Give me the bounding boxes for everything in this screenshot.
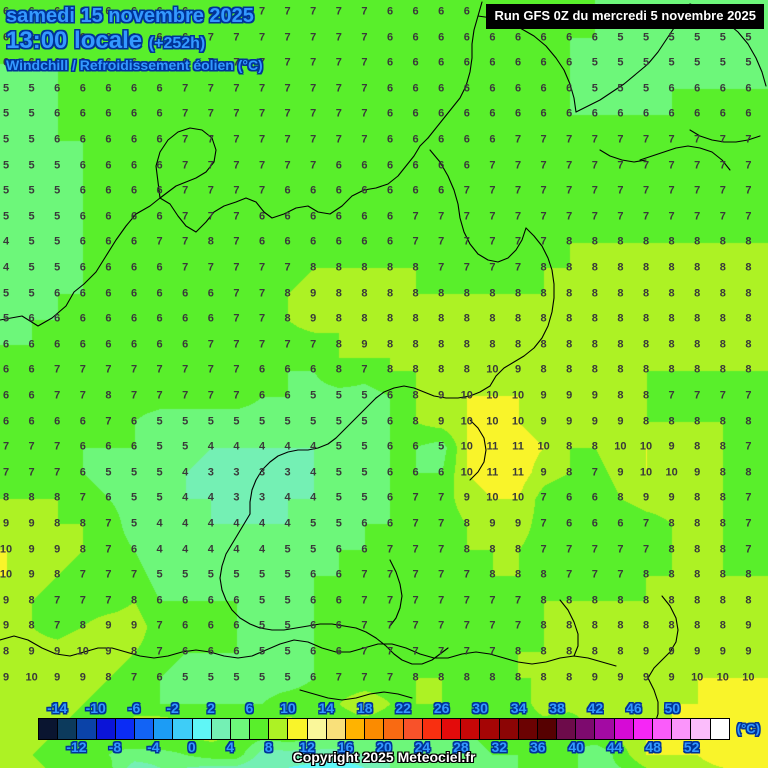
- color-swatch: [499, 719, 519, 739]
- color-swatch: [96, 719, 116, 739]
- color-swatch: [461, 719, 481, 739]
- color-swatch: [710, 719, 729, 739]
- color-swatch: [518, 719, 538, 739]
- forecast-time-value: 13:00 locale: [6, 27, 143, 54]
- color-swatch: [614, 719, 634, 739]
- color-scale-bar[interactable]: [38, 718, 730, 740]
- color-swatch: [691, 719, 711, 739]
- color-swatch: [211, 719, 231, 739]
- color-swatch: [365, 719, 385, 739]
- color-swatch: [633, 719, 653, 739]
- color-swatch: [250, 719, 270, 739]
- color-swatch: [441, 719, 462, 739]
- color-swatch: [595, 719, 615, 739]
- color-swatch: [230, 719, 251, 739]
- unit-label: (°C): [736, 721, 760, 736]
- color-swatch: [58, 719, 78, 739]
- color-swatch: [288, 719, 308, 739]
- color-swatch: [39, 719, 59, 739]
- copyright-notice: Copyright 2025 Meteociel.fr: [292, 749, 476, 765]
- color-swatch: [134, 719, 155, 739]
- color-swatch: [307, 719, 327, 739]
- color-swatch: [326, 719, 346, 739]
- color-swatch: [173, 719, 193, 739]
- color-swatch: [557, 719, 577, 739]
- color-swatch: [537, 719, 558, 739]
- forecast-time-offset: (+252h): [148, 35, 206, 52]
- forecast-time: 13:00 locale (+252h): [6, 28, 263, 53]
- color-swatch: [480, 719, 500, 739]
- forecast-header: samedi 15 novembre 2025 13:00 locale (+2…: [6, 6, 263, 73]
- color-swatch: [576, 719, 596, 739]
- parameter-title: Windchill / Refroidissement éolien (°C): [6, 57, 263, 74]
- forecast-date: samedi 15 novembre 2025: [6, 5, 254, 27]
- color-swatch: [269, 719, 289, 739]
- color-swatch: [384, 719, 404, 739]
- color-swatch: [403, 719, 423, 739]
- color-swatch: [77, 719, 97, 739]
- color-swatch: [346, 719, 366, 739]
- color-swatch: [672, 719, 692, 739]
- color-swatch: [192, 719, 212, 739]
- color-swatch: [422, 719, 442, 739]
- model-run-badge: Run GFS 0Z du mercredi 5 novembre 2025: [486, 4, 764, 29]
- color-swatch: [154, 719, 174, 739]
- model-run-text: Run GFS 0Z du mercredi 5 novembre 2025: [494, 8, 756, 23]
- color-swatch: [653, 719, 673, 739]
- color-swatch: [115, 719, 135, 739]
